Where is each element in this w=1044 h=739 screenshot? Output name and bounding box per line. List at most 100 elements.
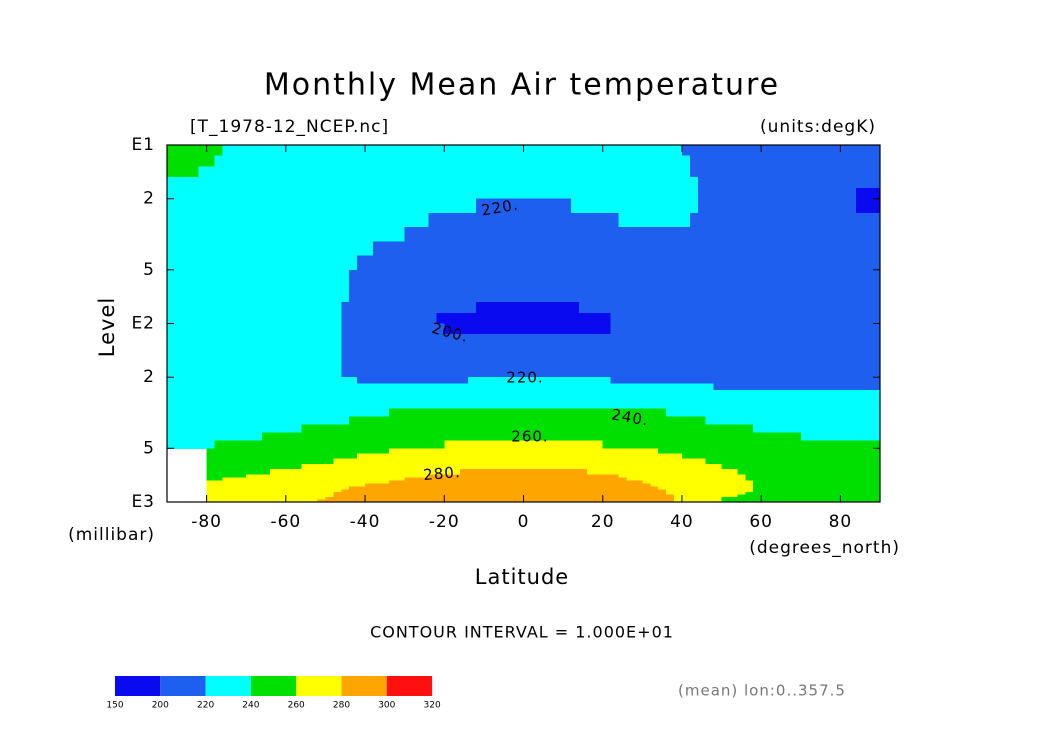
field-cell <box>626 396 636 403</box>
field-cell <box>824 366 834 378</box>
field-cell <box>309 383 319 391</box>
field-cell <box>230 489 239 493</box>
field-cell <box>515 355 525 368</box>
field-cell <box>729 334 738 346</box>
field-cell <box>515 463 525 470</box>
field-cell <box>246 448 255 455</box>
field-cell <box>697 166 707 178</box>
field-cell <box>840 458 849 465</box>
field-cell <box>848 383 857 391</box>
field-cell <box>697 432 707 441</box>
field-cell <box>642 312 651 325</box>
field-cell <box>808 424 818 434</box>
field-cell <box>420 494 430 498</box>
field-cell <box>872 402 881 410</box>
field-cell <box>436 255 445 271</box>
field-cell <box>444 187 453 200</box>
field-cell <box>808 416 818 426</box>
field-cell <box>674 145 683 157</box>
field-cell <box>341 389 350 397</box>
field-cell <box>182 177 192 189</box>
field-cell <box>658 241 667 257</box>
field-cell <box>745 269 754 282</box>
field-cell <box>365 334 374 346</box>
field-cell <box>301 177 311 189</box>
field-cell <box>634 477 643 481</box>
field-cell <box>491 474 501 478</box>
field-cell <box>444 291 453 303</box>
field-cell <box>840 463 849 470</box>
field-cell <box>658 496 667 501</box>
field-cell <box>705 448 715 455</box>
field-cell <box>214 312 224 325</box>
field-cell <box>475 366 485 378</box>
field-cell <box>832 145 841 157</box>
field-cell <box>262 477 271 481</box>
field-cell <box>602 334 612 346</box>
field-cell <box>840 312 849 325</box>
field-cell <box>626 496 636 501</box>
field-cell <box>594 255 604 271</box>
field-cell <box>349 280 358 292</box>
field-cell <box>626 323 636 335</box>
field-cell <box>167 241 176 257</box>
field-cell <box>761 483 770 487</box>
field-cell <box>808 312 818 325</box>
field-cell <box>491 212 501 228</box>
field-cell <box>436 155 445 168</box>
field-cell <box>309 198 319 214</box>
field-cell <box>317 241 327 257</box>
field-cell <box>563 269 572 282</box>
field-cell <box>610 383 620 391</box>
field-cell <box>468 366 477 378</box>
field-cell <box>832 480 841 484</box>
field-cell <box>325 155 334 168</box>
field-cell <box>705 416 715 426</box>
field-cell <box>230 453 239 460</box>
field-cell <box>594 212 604 228</box>
field-cell <box>571 344 580 357</box>
field-cell <box>784 491 794 496</box>
field-cell <box>658 187 667 200</box>
field-cell <box>737 496 746 501</box>
field-cell <box>848 480 857 484</box>
field-cell <box>436 377 445 385</box>
field-cell <box>705 486 715 491</box>
field-cell <box>460 145 469 157</box>
field-cell <box>808 496 818 501</box>
field-cell <box>277 355 287 368</box>
field-cell <box>539 416 548 426</box>
field-cell <box>539 480 548 484</box>
field-cell <box>412 355 422 368</box>
field-cell <box>325 145 334 157</box>
field-cell <box>578 377 588 385</box>
field-cell <box>396 499 406 503</box>
field-cell <box>491 166 501 178</box>
field-cell <box>206 323 216 335</box>
field-cell <box>420 344 430 357</box>
field-cell <box>618 477 628 481</box>
field-cell <box>214 269 224 282</box>
field-cell <box>420 269 430 282</box>
field-cell <box>784 486 794 491</box>
field-cell <box>396 166 406 178</box>
field-cell <box>365 255 374 271</box>
field-cell <box>238 241 247 257</box>
field-cell <box>357 269 366 282</box>
field-cell <box>341 477 350 481</box>
field-cell <box>317 198 327 214</box>
field-cell <box>824 291 834 303</box>
field-cell <box>808 448 818 455</box>
field-cell <box>856 377 865 385</box>
field-cell <box>872 302 881 314</box>
field-cell <box>412 474 422 478</box>
field-cell <box>452 480 461 484</box>
field-cell <box>230 383 239 391</box>
field-cell <box>499 145 509 157</box>
field-cell <box>681 187 691 200</box>
field-cell <box>610 396 620 403</box>
field-cell <box>404 448 414 455</box>
field-cell <box>666 155 675 168</box>
field-cell <box>713 480 723 484</box>
field-cell <box>784 416 794 426</box>
